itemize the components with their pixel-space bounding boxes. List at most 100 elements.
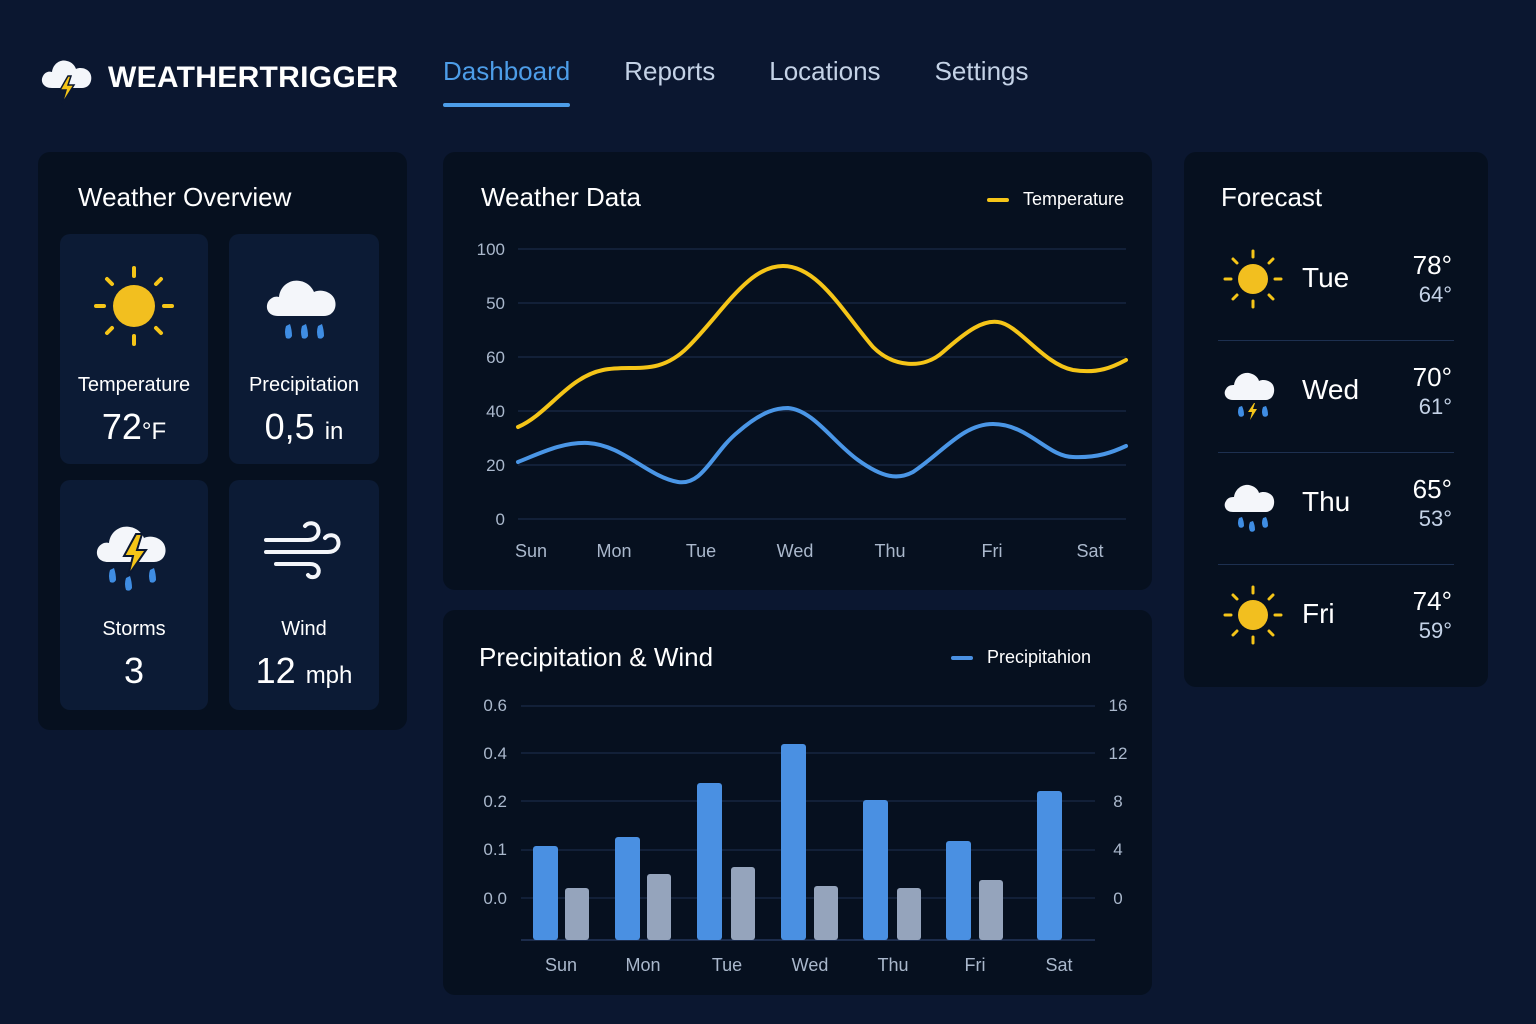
- thunderstorm-icon: [96, 526, 166, 591]
- legend-label: Precipitahion: [987, 647, 1092, 667]
- svg-text:Tue: Tue: [712, 955, 742, 975]
- svg-text:0: 0: [1113, 889, 1122, 908]
- svg-text:0.0: 0.0: [483, 889, 507, 908]
- svg-text:Mon: Mon: [596, 541, 631, 561]
- forecast-row-wed[interactable]: Wed 70° 61°: [1218, 342, 1454, 454]
- forecast-day: Tue: [1302, 262, 1350, 293]
- svg-text:16: 16: [1109, 696, 1128, 715]
- svg-text:0: 0: [496, 510, 505, 529]
- y-right-axis-ticks: 16 12 8 4 0: [1109, 696, 1128, 908]
- svg-text:Mon: Mon: [625, 955, 660, 975]
- tile-value: 3: [123, 650, 145, 691]
- tab-locations[interactable]: Locations: [769, 56, 881, 86]
- forecast-day: Fri: [1302, 598, 1335, 629]
- card-title: Weather Overview: [78, 182, 292, 212]
- svg-text:20: 20: [486, 456, 505, 475]
- sun-icon: [1223, 585, 1283, 645]
- svg-text:0.6: 0.6: [483, 696, 507, 715]
- forecast-day: Wed: [1302, 374, 1360, 405]
- forecast-row-fri[interactable]: Fri 74° 59°: [1218, 566, 1454, 678]
- tile-label: Storms: [102, 618, 166, 640]
- divider: [1218, 340, 1454, 341]
- tile-label: Temperature: [77, 374, 191, 396]
- tile-label: Precipitation: [248, 374, 360, 396]
- wind-tile[interactable]: Wind 12 mph: [229, 480, 379, 710]
- svg-text:60: 60: [486, 348, 505, 367]
- svg-text:Sat: Sat: [1045, 955, 1072, 975]
- svg-text:Wed: Wed: [777, 541, 814, 561]
- brand-logo[interactable]: WEATHERTRIGGER: [38, 50, 398, 106]
- card-title: Precipitation & Wind: [479, 642, 714, 672]
- forecast-high: 70°: [1412, 362, 1452, 392]
- forecast-low: 64°: [1418, 282, 1452, 307]
- tab-dashboard[interactable]: Dashboard: [443, 56, 571, 107]
- temperature-line-chart[interactable]: 100 50 60 40 20 0 Sun Mon Tue Wed Thu Fr…: [443, 152, 1152, 590]
- rain-cloud-icon: [1224, 484, 1275, 532]
- weather-overview-card: Weather Overview Temperature 72°F: [38, 152, 407, 730]
- app-name: WEATHERTRIGGER: [108, 61, 399, 94]
- top-navigation-bar: WEATHERTRIGGER Dashboard Reports Locatio…: [0, 0, 1536, 130]
- tab-settings[interactable]: Settings: [934, 56, 1029, 86]
- card-title: Forecast: [1221, 182, 1323, 212]
- y-axis-ticks: 100 50 60 40 20 0: [477, 240, 505, 529]
- svg-text:Tue: Tue: [686, 541, 716, 561]
- forecast-low: 61°: [1418, 394, 1452, 419]
- svg-text:50: 50: [486, 294, 505, 313]
- svg-text:0.2: 0.2: [483, 792, 507, 811]
- svg-text:Sat: Sat: [1076, 541, 1103, 561]
- divider: [1218, 564, 1454, 565]
- storms-tile[interactable]: Storms 3: [60, 480, 208, 710]
- x-axis-ticks: Sun Mon Tue Wed Thu Fri Sat: [515, 541, 1104, 561]
- legend-label: Temperature: [1022, 189, 1124, 209]
- forecast-card: Forecast Tue 78° 64° Wed 70° 61°: [1184, 152, 1488, 687]
- tab-reports[interactable]: Reports: [624, 56, 716, 86]
- forecast-low: 59°: [1418, 618, 1452, 643]
- svg-text:12: 12: [1109, 744, 1128, 763]
- rain-cloud-icon: [266, 280, 336, 339]
- main-nav: Dashboard Reports Locations Settings: [443, 56, 1083, 107]
- weather-data-card: Weather Data Temperature 100 50 60 40 20…: [443, 152, 1152, 590]
- wind-icon: [264, 521, 341, 580]
- chart-legend[interactable]: Temperature: [986, 189, 1124, 210]
- temperature-line: [516, 263, 1128, 429]
- forecast-low: 53°: [1418, 506, 1452, 531]
- svg-text:0.4: 0.4: [483, 744, 507, 763]
- thunderstorm-rain-icon: [1224, 372, 1275, 420]
- tile-label: Wind: [281, 618, 327, 640]
- svg-text:Sun: Sun: [515, 541, 547, 561]
- y-left-axis-ticks: 0.6 0.4 0.2 0.1 0.0: [483, 696, 507, 908]
- x-axis-ticks: Sun Mon Tue Wed Thu Fri Sat: [545, 955, 1073, 975]
- svg-text:8: 8: [1113, 792, 1122, 811]
- forecast-day: Thu: [1302, 486, 1351, 517]
- svg-text:Sun: Sun: [545, 955, 577, 975]
- temperature-tile[interactable]: Temperature 72°F: [60, 234, 208, 464]
- svg-text:Fri: Fri: [982, 541, 1003, 561]
- forecast-high: 65°: [1412, 474, 1452, 504]
- svg-text:4: 4: [1113, 840, 1122, 859]
- svg-text:Thu: Thu: [877, 955, 908, 975]
- forecast-high: 74°: [1412, 586, 1452, 616]
- gridlines: [521, 705, 1095, 941]
- gridlines: [518, 248, 1126, 520]
- card-title: Weather Data: [481, 182, 641, 212]
- tile-value: 12 mph: [255, 650, 353, 691]
- sun-icon: [94, 266, 174, 346]
- forecast-row-thu[interactable]: Thu 65° 53°: [1218, 454, 1454, 566]
- svg-text:40: 40: [486, 402, 505, 421]
- legend-swatch-precipitation: [951, 655, 973, 660]
- divider: [1218, 452, 1454, 453]
- svg-text:Thu: Thu: [874, 541, 905, 561]
- wind-bars: [565, 867, 1003, 940]
- precipitation-bars: [533, 744, 1062, 940]
- forecast-high: 78°: [1412, 250, 1452, 280]
- svg-text:Wed: Wed: [792, 955, 829, 975]
- svg-text:0.1: 0.1: [483, 840, 507, 859]
- precipitation-wind-card: Precipitation & Wind Precipitahion 0.6 0…: [443, 610, 1152, 995]
- forecast-row-tue[interactable]: Tue 78° 64°: [1218, 230, 1454, 342]
- precipitation-tile[interactable]: Precipitation 0,5 in: [229, 234, 379, 464]
- chart-legend[interactable]: Precipitahion: [951, 647, 1091, 668]
- tile-value: 0,5 in: [264, 406, 344, 447]
- sun-icon: [1223, 249, 1283, 309]
- precipitation-wind-bar-chart[interactable]: 0.6 0.4 0.2 0.1 0.0 16 12 8 4 0: [443, 610, 1152, 995]
- svg-text:Fri: Fri: [965, 955, 986, 975]
